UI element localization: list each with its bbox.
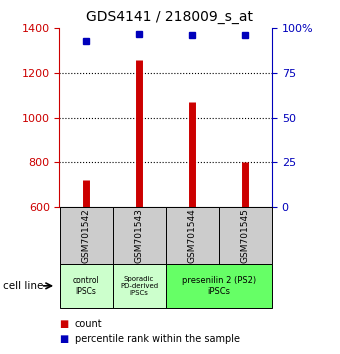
Bar: [219, 207, 272, 264]
Text: GSM701542: GSM701542: [82, 208, 90, 263]
Text: ■: ■: [59, 334, 69, 344]
Bar: [113, 207, 166, 264]
Text: GSM701544: GSM701544: [188, 208, 197, 263]
Text: GSM701543: GSM701543: [135, 208, 144, 263]
Bar: [113, 264, 166, 308]
Text: Sporadic
PD-derived
iPSCs: Sporadic PD-derived iPSCs: [120, 276, 158, 296]
Bar: [59, 264, 113, 308]
Text: presenilin 2 (PS2)
iPSCs: presenilin 2 (PS2) iPSCs: [182, 276, 256, 296]
Text: count: count: [75, 319, 102, 329]
Text: GDS4141 / 218009_s_at: GDS4141 / 218009_s_at: [86, 10, 254, 24]
Text: cell line: cell line: [3, 281, 44, 291]
Bar: [166, 207, 219, 264]
Bar: [59, 207, 113, 264]
Text: control
IPSCs: control IPSCs: [73, 276, 99, 296]
Text: percentile rank within the sample: percentile rank within the sample: [75, 334, 240, 344]
Text: GSM701545: GSM701545: [241, 208, 250, 263]
Bar: [166, 264, 272, 308]
Text: ■: ■: [59, 319, 69, 329]
